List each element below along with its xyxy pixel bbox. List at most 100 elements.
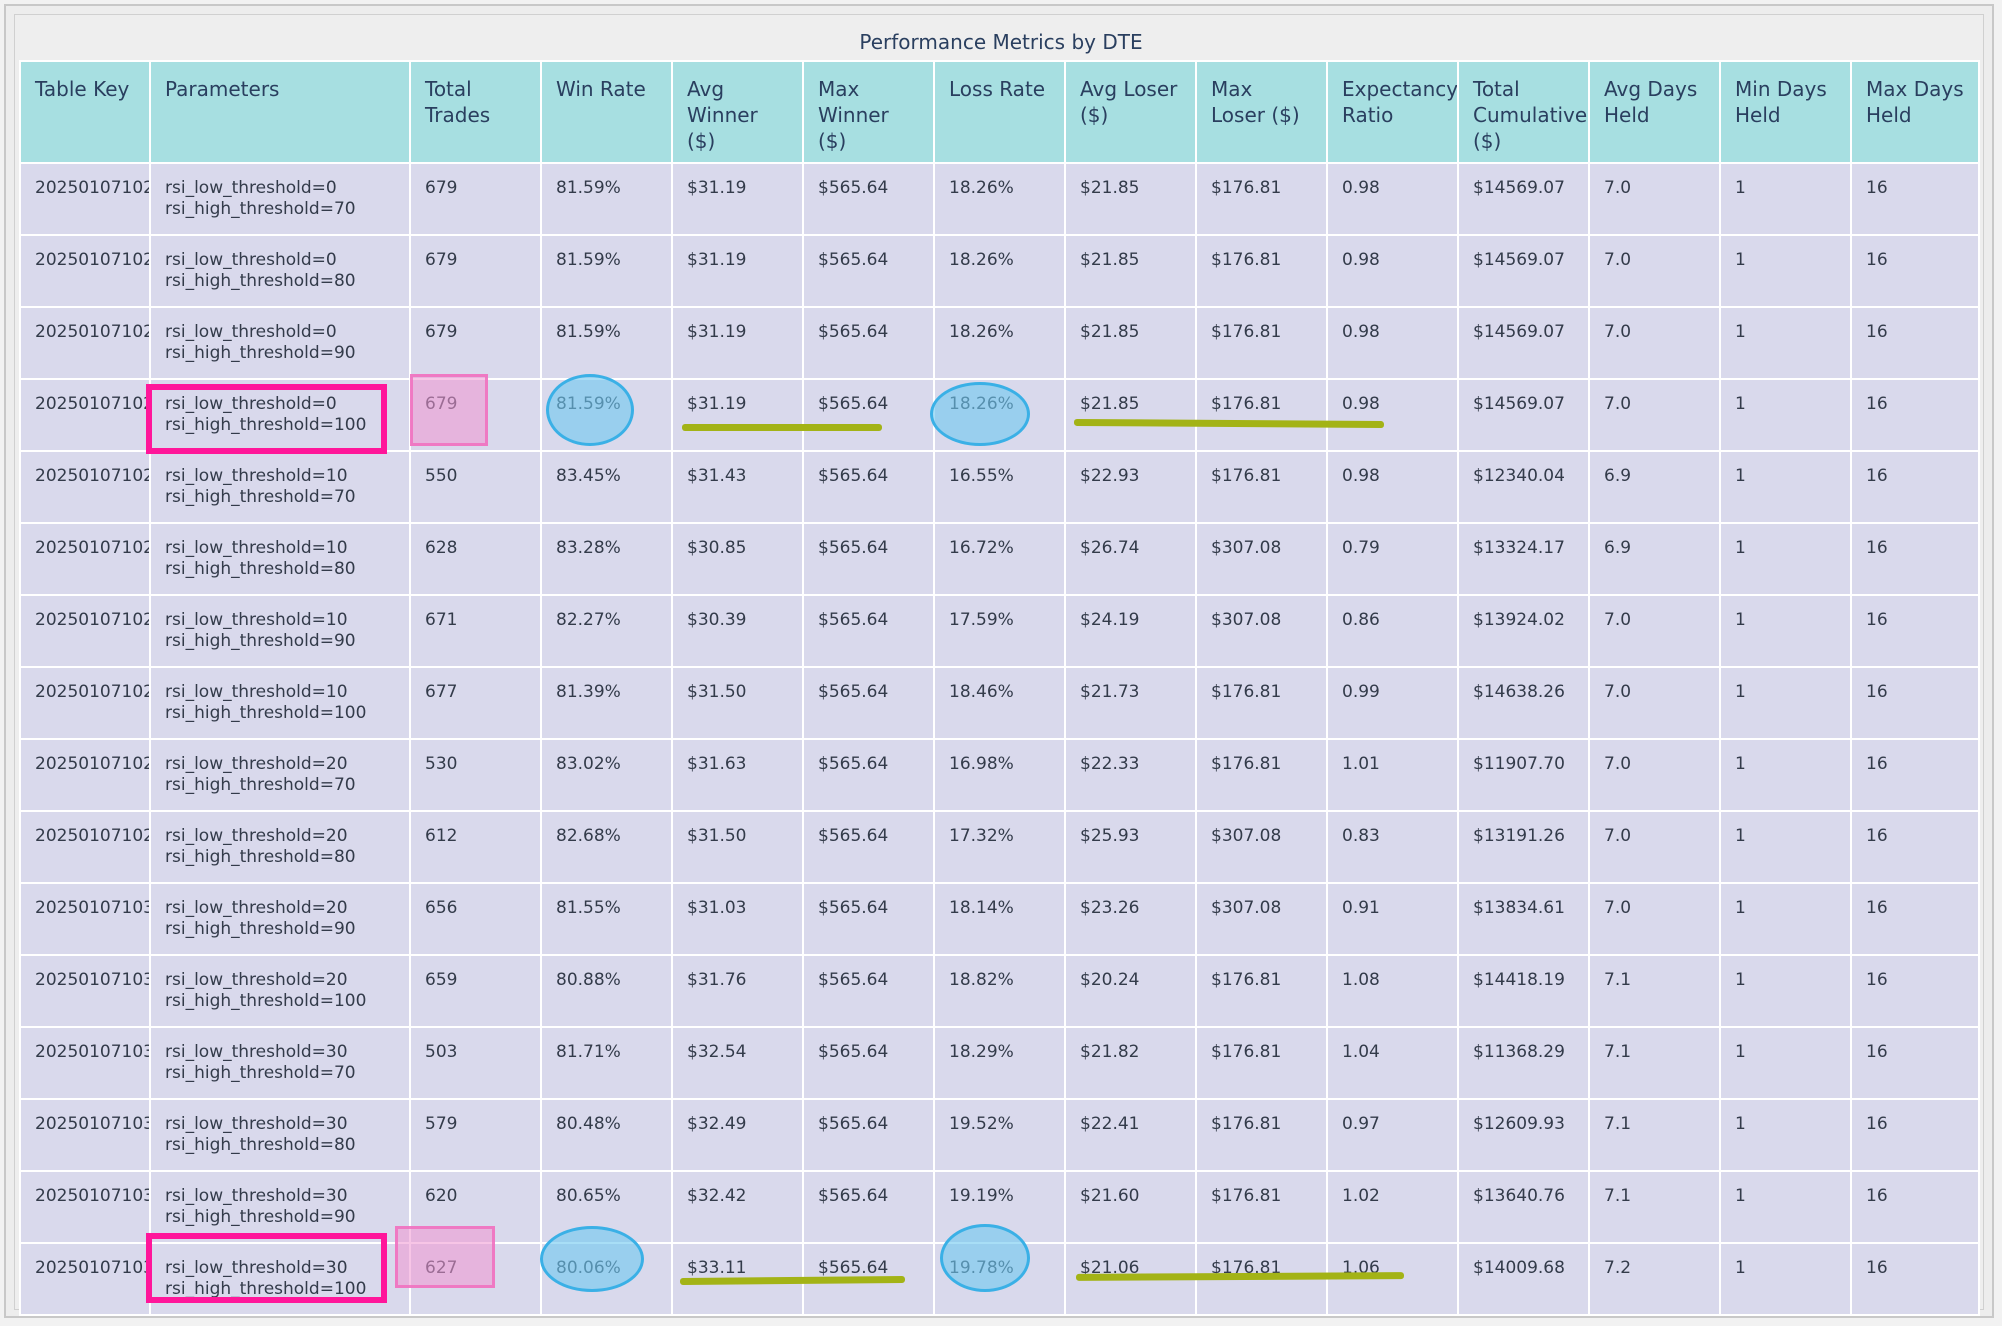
cell-max-days-held: 16 bbox=[1850, 810, 1980, 884]
cell-total-cumulative: $14569.07 bbox=[1457, 306, 1590, 380]
cell-parameters: rsi_low_threshold=0 rsi_high_threshold=10… bbox=[149, 378, 411, 452]
cell-min-days-held: 1 bbox=[1719, 1242, 1852, 1316]
param-high-threshold: rsi_high_threshold=70 bbox=[165, 775, 356, 795]
cell-max-loser: $176.81 bbox=[1195, 666, 1328, 740]
cell-total-cumulative: $12609.93 bbox=[1457, 1098, 1590, 1172]
column-header-parameters: Parameters bbox=[149, 60, 411, 164]
cell-max-days-held: 16 bbox=[1850, 882, 1980, 956]
cell-loss-rate: 18.29% bbox=[933, 1026, 1066, 1100]
cell-max-winner: $565.64 bbox=[802, 594, 935, 668]
param-high-threshold: rsi_high_threshold=80 bbox=[165, 559, 356, 579]
cell-loss-rate: 17.59% bbox=[933, 594, 1066, 668]
table-row: 202501071030rsi_low_threshold=30rsi_high… bbox=[19, 1026, 1980, 1100]
cell-min-days-held: 1 bbox=[1719, 234, 1852, 308]
cell-max-loser: $176.81 bbox=[1195, 1170, 1328, 1244]
cell-min-days-held: 1 bbox=[1719, 810, 1852, 884]
table-row: 202501071028rsi_low_threshold=0rsi_high_… bbox=[19, 306, 1980, 380]
cell-loss-rate: 16.72% bbox=[933, 522, 1066, 596]
cell-expectancy-ratio: 0.98 bbox=[1326, 162, 1459, 236]
cell-total-trades: 671 bbox=[409, 594, 542, 668]
cell-table-key: 202501071028 bbox=[19, 306, 151, 380]
cell-avg-loser: $26.74 bbox=[1064, 522, 1197, 596]
cell-total-trades: 612 bbox=[409, 810, 542, 884]
cell-total-trades: 656 bbox=[409, 882, 542, 956]
column-header-avg-loser: Avg Loser ($) bbox=[1064, 60, 1197, 164]
cell-max-loser: $176.81 bbox=[1195, 378, 1328, 452]
column-header-avg-days-held: Avg Days Held bbox=[1588, 60, 1721, 164]
cell-avg-days-held: 6.9 bbox=[1588, 450, 1721, 524]
cell-avg-loser: $25.93 bbox=[1064, 810, 1197, 884]
cell-max-winner: $565.64 bbox=[802, 162, 935, 236]
table-title: Performance Metrics by DTE bbox=[859, 30, 1143, 54]
column-header-min-days-held: Min Days Held bbox=[1719, 60, 1852, 164]
param-low-threshold: rsi_low_threshold=20 bbox=[165, 826, 348, 846]
cell-parameters: rsi_low_threshold=10 rsi_high_threshold=1… bbox=[149, 666, 411, 740]
table-row: 202501071029rsi_low_threshold=10rsi_high… bbox=[19, 450, 1980, 524]
cell-total-cumulative: $14569.07 bbox=[1457, 162, 1590, 236]
cell-expectancy-ratio: 1.04 bbox=[1326, 1026, 1459, 1100]
cell-expectancy-ratio: 0.98 bbox=[1326, 234, 1459, 308]
cell-loss-rate: 16.55% bbox=[933, 450, 1066, 524]
cell-win-rate: 80.06% bbox=[540, 1242, 673, 1316]
column-header-table-key: Table Key bbox=[19, 60, 151, 164]
param-low-threshold: rsi_low_threshold=20 bbox=[165, 898, 348, 918]
cell-max-winner: $565.64 bbox=[802, 378, 935, 452]
cell-max-days-held: 16 bbox=[1850, 738, 1980, 812]
cell-loss-rate: 19.52% bbox=[933, 1098, 1066, 1172]
cell-total-trades: 679 bbox=[409, 306, 542, 380]
cell-max-loser: $176.81 bbox=[1195, 162, 1328, 236]
cell-expectancy-ratio: 0.98 bbox=[1326, 306, 1459, 380]
cell-avg-days-held: 7.1 bbox=[1588, 1170, 1721, 1244]
cell-total-trades: 659 bbox=[409, 954, 542, 1028]
cell-win-rate: 81.59% bbox=[540, 162, 673, 236]
cell-max-days-held: 16 bbox=[1850, 162, 1980, 236]
cell-total-cumulative: $14638.26 bbox=[1457, 666, 1590, 740]
cell-max-days-held: 16 bbox=[1850, 1170, 1980, 1244]
cell-table-key: 202501071030 bbox=[19, 1242, 151, 1316]
cell-parameters: rsi_low_threshold=10 rsi_high_threshold=9… bbox=[149, 594, 411, 668]
cell-avg-winner: $31.03 bbox=[671, 882, 804, 956]
cell-max-loser: $176.81 bbox=[1195, 450, 1328, 524]
cell-max-loser: $307.08 bbox=[1195, 522, 1328, 596]
table-row: 202501071030rsi_low_threshold=30rsi_high… bbox=[19, 1170, 1980, 1244]
cell-avg-days-held: 6.9 bbox=[1588, 522, 1721, 596]
cell-loss-rate: 18.82% bbox=[933, 954, 1066, 1028]
cell-total-trades: 620 bbox=[409, 1170, 542, 1244]
cell-avg-days-held: 7.1 bbox=[1588, 954, 1721, 1028]
cell-win-rate: 82.27% bbox=[540, 594, 673, 668]
cell-max-days-held: 16 bbox=[1850, 306, 1980, 380]
param-high-threshold: rsi_high_threshold=80 bbox=[165, 271, 356, 291]
cell-max-days-held: 16 bbox=[1850, 594, 1980, 668]
cell-parameters: rsi_low_threshold=20 rsi_high_threshold=7… bbox=[149, 738, 411, 812]
cell-max-loser: $176.81 bbox=[1195, 1242, 1328, 1316]
cell-min-days-held: 1 bbox=[1719, 450, 1852, 524]
cell-loss-rate: 19.19% bbox=[933, 1170, 1066, 1244]
cell-table-key: 202501071030 bbox=[19, 882, 151, 956]
cell-win-rate: 81.59% bbox=[540, 378, 673, 452]
cell-avg-winner: $31.63 bbox=[671, 738, 804, 812]
cell-avg-days-held: 7.0 bbox=[1588, 594, 1721, 668]
cell-max-winner: $565.64 bbox=[802, 1098, 935, 1172]
table-body: 202501071028rsi_low_threshold=0rsi_high_… bbox=[19, 162, 1980, 1316]
cell-loss-rate: 18.14% bbox=[933, 882, 1066, 956]
cell-max-winner: $565.64 bbox=[802, 882, 935, 956]
cell-win-rate: 83.28% bbox=[540, 522, 673, 596]
table-row: 202501071030rsi_low_threshold=20rsi_high… bbox=[19, 954, 1980, 1028]
cell-min-days-held: 1 bbox=[1719, 738, 1852, 812]
cell-win-rate: 83.45% bbox=[540, 450, 673, 524]
cell-max-winner: $565.64 bbox=[802, 450, 935, 524]
cell-total-trades: 579 bbox=[409, 1098, 542, 1172]
cell-avg-winner: $31.19 bbox=[671, 234, 804, 308]
param-low-threshold: rsi_low_threshold=10 bbox=[165, 682, 348, 702]
column-header-total-cumulative: Total Cumulative ($) bbox=[1457, 60, 1590, 164]
cell-total-trades: 530 bbox=[409, 738, 542, 812]
param-low-threshold: rsi_low_threshold=20 bbox=[165, 754, 348, 774]
cell-max-loser: $307.08 bbox=[1195, 810, 1328, 884]
column-header-avg-winner: Avg Winner ($) bbox=[671, 60, 804, 164]
performance-table: Table Key Parameters Total Trades Win Rate A… bbox=[19, 60, 1980, 1316]
table-row: 202501071029rsi_low_threshold=10rsi_high… bbox=[19, 522, 1980, 596]
cell-total-cumulative: $11907.70 bbox=[1457, 738, 1590, 812]
cell-expectancy-ratio: 0.98 bbox=[1326, 378, 1459, 452]
param-low-threshold: rsi_low_threshold=20 bbox=[165, 970, 348, 990]
cell-avg-loser: $21.85 bbox=[1064, 306, 1197, 380]
